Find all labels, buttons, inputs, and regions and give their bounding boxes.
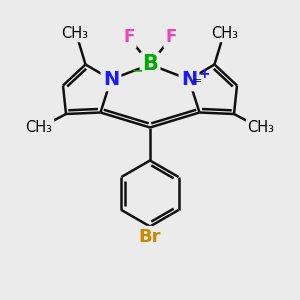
Text: F: F <box>165 28 177 46</box>
Text: =: = <box>193 76 203 86</box>
Text: N: N <box>103 70 119 89</box>
Text: +: + <box>199 67 210 81</box>
Text: F: F <box>123 28 135 46</box>
Text: CH₃: CH₃ <box>61 26 88 40</box>
Text: CH₃: CH₃ <box>212 26 239 40</box>
Text: CH₃: CH₃ <box>248 120 274 135</box>
Text: B: B <box>142 55 158 74</box>
Text: CH₃: CH₃ <box>26 120 52 135</box>
Text: −: − <box>132 63 143 77</box>
Text: N: N <box>181 70 197 89</box>
Text: Br: Br <box>139 228 161 246</box>
